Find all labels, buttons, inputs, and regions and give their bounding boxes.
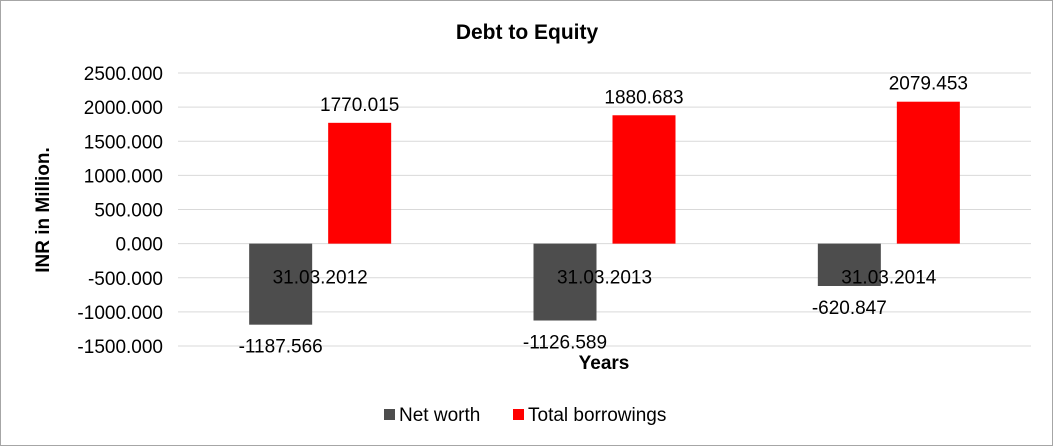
data-label: -1126.589: [523, 333, 607, 354]
y-axis-tick-labels: 2500.000 2000.000 1500.000 1000.000 500.000 0…: [77, 64, 163, 358]
data-label: 1880.683: [604, 87, 683, 108]
legend: Net worth Total borrowings: [384, 405, 666, 426]
bars: [249, 101, 960, 325]
x-axis-title: Years: [579, 353, 630, 374]
y-tick-label: 2000.000: [84, 98, 163, 119]
y-tick-label: -1000.000: [77, 303, 163, 324]
y-tick-label: 500.000: [94, 201, 163, 222]
y-tick-label: 0.000: [115, 235, 163, 256]
total-borrowings-bar: [328, 122, 392, 244]
legend-label-net-worth: Net worth: [399, 405, 480, 426]
x-category-label: 31.03.2012: [273, 268, 368, 289]
net-worth-bar: [533, 243, 597, 321]
data-label: -620.847: [812, 298, 887, 319]
data-label: -1187.566: [239, 337, 323, 358]
y-tick-label: -1500.000: [77, 337, 163, 358]
legend-swatch-net-worth: [384, 409, 395, 420]
data-label: 1770.015: [320, 95, 399, 116]
chart-title: Debt to Equity: [456, 21, 599, 44]
gridlines: [178, 72, 1031, 347]
legend-swatch-total-borrowings: [513, 409, 524, 420]
y-tick-label: 2500.000: [84, 64, 163, 85]
total-borrowings-bar: [896, 101, 960, 244]
net-worth-bar: [817, 243, 881, 286]
net-worth-bar: [249, 243, 313, 325]
x-category-label: 31.03.2013: [557, 268, 652, 289]
legend-label-total-borrowings: Total borrowings: [528, 405, 666, 426]
y-tick-label: 1000.000: [84, 166, 163, 187]
data-label: 2079.453: [889, 74, 968, 95]
total-borrowings-bar: [612, 115, 676, 244]
data-labels: -1187.566 1770.015 -1126.589 1880.683 -620.8…: [239, 74, 968, 358]
y-tick-label: 1500.000: [84, 132, 163, 153]
y-axis-title: INR in Million.: [33, 147, 54, 273]
x-axis-category-labels: 31.03.2012 31.03.2013 31.03.2014: [273, 268, 937, 289]
x-category-label: 31.03.2014: [841, 268, 937, 289]
y-tick-label: -500.000: [88, 269, 163, 290]
